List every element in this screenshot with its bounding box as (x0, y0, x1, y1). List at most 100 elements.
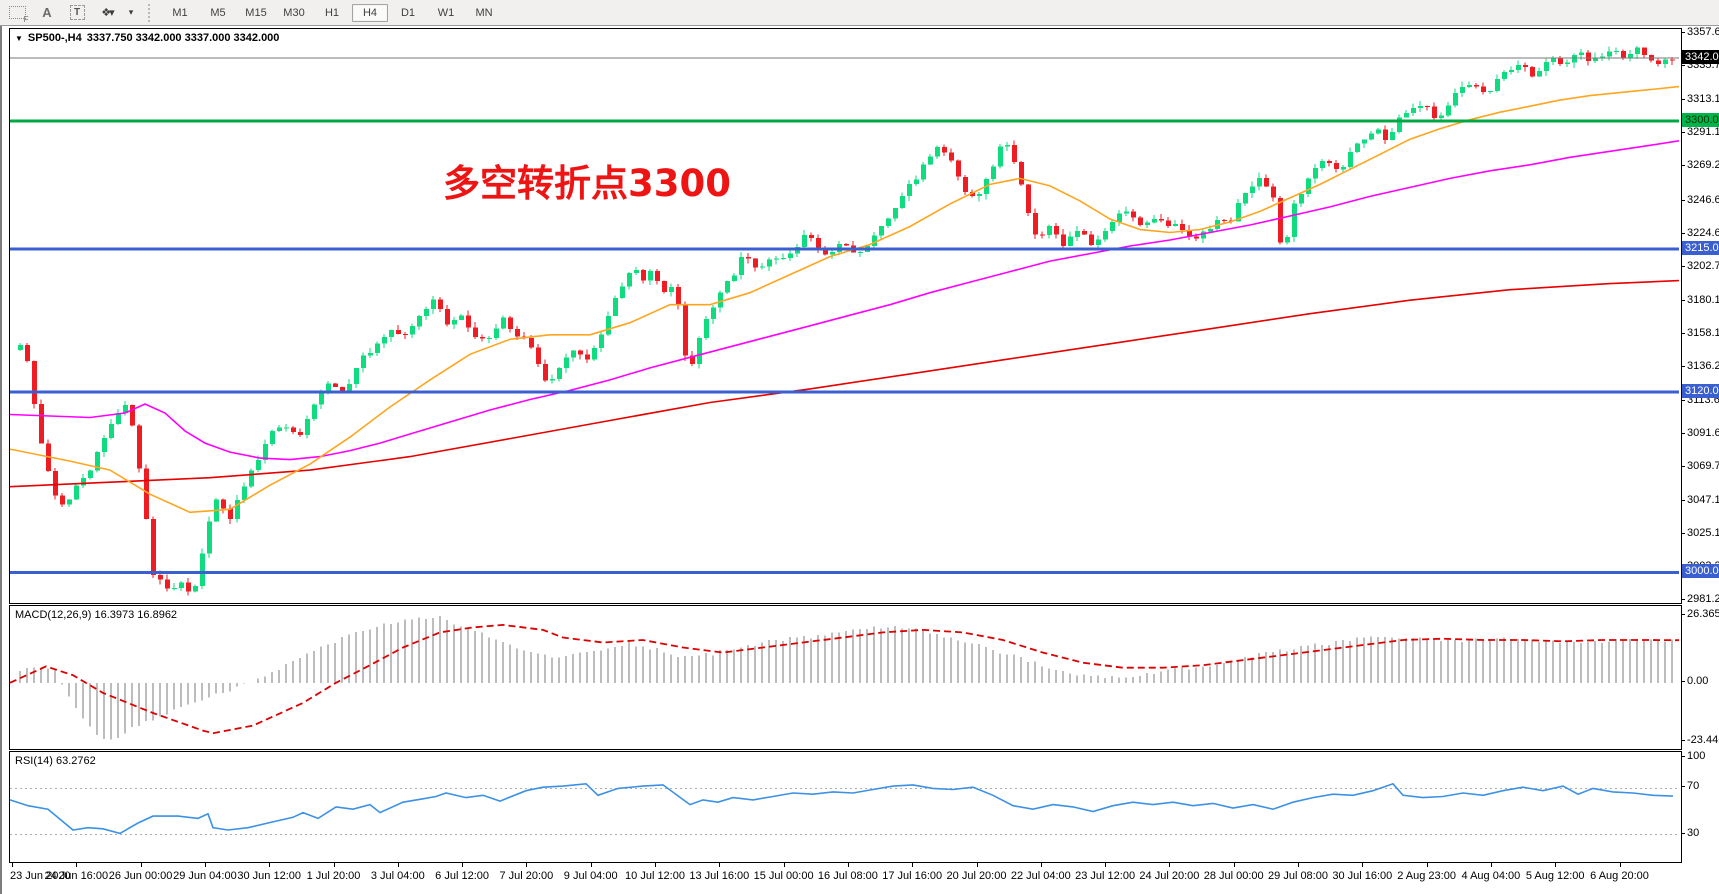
time-axis-tick (397, 863, 399, 867)
rsi-label: RSI(14) 63.2762 (15, 755, 96, 767)
time-axis-tick (140, 863, 142, 867)
time-axis-tick (1555, 863, 1557, 867)
time-axis-label: 24 Jun 16:00 (44, 870, 109, 882)
timeframe-button-h1[interactable]: H1 (324, 6, 340, 19)
time-axis-label: 23 Jul 12:00 (1075, 870, 1136, 882)
rsi-axis-label: 30 (1682, 827, 1699, 840)
price-axis-label: 3047.11 (1682, 494, 1719, 507)
macd-panel[interactable]: MACD(12,26,9) 16.3973 16.8962 (9, 605, 1682, 750)
price-scale[interactable]: 3357.663335.723313.113291.163269.223246.… (1682, 26, 1719, 894)
cursor-arrow-icon[interactable]: A (42, 5, 52, 20)
price-axis-label: 3158.16 (1682, 327, 1719, 340)
time-axis-label: 17 Jul 16:00 (882, 870, 943, 882)
time-axis-tick (1490, 863, 1492, 867)
time-axis-tick (204, 863, 206, 867)
text-label-icon[interactable]: T (64, 3, 90, 23)
timeframe-button-w1[interactable]: W1 (437, 6, 455, 19)
current-price-box: 3342.00 (1682, 50, 1719, 65)
chart-title-ohlc: 3337.750 3342.000 3337.000 3342.000 (86, 32, 280, 44)
symbol-dropdown-icon[interactable]: ▼ (15, 33, 23, 43)
time-axis-tick (847, 863, 849, 867)
time-axis-label: 3 Jul 04:00 (370, 870, 425, 882)
timeframe-button-mn[interactable]: MN (475, 6, 493, 19)
macd-axis-label: -23.4467 (1682, 734, 1719, 747)
time-axis-tick (269, 863, 271, 867)
time-axis-tick (1426, 863, 1428, 867)
price-axis-label: 3025.16 (1682, 527, 1719, 540)
time-axis-label: 26 Jun 00:00 (108, 870, 173, 882)
price-axis-label: 3069.72 (1682, 460, 1719, 473)
time-axis-tick (719, 863, 721, 867)
time-axis-label: 22 Jul 04:00 (1010, 870, 1071, 882)
price-axis-label: 3313.11 (1682, 93, 1719, 106)
price-axis-label: 3357.66 (1682, 26, 1719, 39)
time-axis[interactable]: 23 Jun 2020 24 Jun 16:00 26 Jun 00:00 29 Ju… (9, 863, 1680, 894)
timeframe-button-group: M1 M5 M15 M30 H1 H4 D1 W1 MN (161, 3, 503, 22)
time-axis-tick (1233, 863, 1235, 867)
rsi-panel[interactable]: RSI(14) 63.2762 (9, 751, 1682, 863)
time-axis-tick (1619, 863, 1621, 867)
time-axis-label: 4 Aug 04:00 (1461, 870, 1521, 882)
timeframe-button-m15[interactable]: M15 (245, 6, 267, 19)
price-axis-label: 3246.61 (1682, 194, 1719, 207)
toolbar-separator (148, 3, 157, 22)
macd-axis-label: 26.3655 (1682, 608, 1719, 621)
grid-frame-icon[interactable]: F (4, 3, 30, 24)
timeframe-button-d1[interactable]: D1 (400, 6, 416, 19)
time-axis-tick (976, 863, 978, 867)
timeframe-button-m5[interactable]: M5 (210, 6, 226, 19)
price-axis-label: 3269.22 (1682, 159, 1719, 172)
time-axis-tick (12, 863, 13, 867)
chart-window: ▼ SP500-,H4 3337.750 3342.000 3337.000 3… (0, 26, 1719, 894)
price-axis-label: 3224.66 (1682, 227, 1719, 240)
time-axis-label: 29 Jun 04:00 (173, 870, 237, 882)
time-axis-label: 13 Jul 16:00 (689, 870, 750, 882)
time-axis-label: 28 Jul 00:00 (1203, 870, 1264, 882)
time-axis-label: 5 Aug 12:00 (1525, 870, 1585, 882)
time-axis-label: 2 Aug 23:00 (1397, 870, 1456, 882)
price-axis-label: 3136.22 (1682, 360, 1719, 373)
time-axis-label: 15 Jul 00:00 (753, 870, 814, 882)
time-axis-tick (590, 863, 592, 867)
price-axis-label: 3202.72 (1682, 260, 1719, 273)
time-axis-label: 30 Jun 12:00 (237, 870, 301, 882)
time-axis-tick (1362, 863, 1364, 867)
price-axis-label: 2981.27 (1682, 593, 1719, 606)
toolbar: F A T ❖▾ ▾ M1 M5 M15 M30 H1 H4 D1 W1 MN (0, 0, 1719, 26)
timeframe-button-m1[interactable]: M1 (172, 6, 188, 19)
grid-frame-icon: F (8, 6, 29, 24)
time-axis-label: 30 Jul 16:00 (1332, 870, 1393, 882)
time-axis-tick (783, 863, 785, 867)
time-axis-label: 6 Jul 12:00 (435, 870, 490, 882)
time-axis-label: 7 Jul 20:00 (499, 870, 554, 882)
time-axis-label: 6 Aug 20:00 (1590, 870, 1649, 882)
time-axis-tick (912, 863, 914, 867)
time-axis-tick (1298, 863, 1299, 867)
time-axis-label: 23 Jun 2020 (10, 870, 71, 882)
time-axis-label: 10 Jul 12:00 (625, 870, 685, 882)
rsi-axis-label: 100 (1682, 750, 1705, 763)
chart-title: ▼ SP500-,H4 3337.750 3342.000 3337.000 3… (15, 32, 279, 44)
price-axis-label: 3091.66 (1682, 427, 1719, 440)
macd-axis-label: 0.00 (1682, 675, 1708, 688)
time-axis-label: 29 Jul 08:00 (1268, 870, 1328, 882)
time-axis-tick (462, 863, 464, 867)
main-chart-panel[interactable]: ▼ SP500-,H4 3337.750 3342.000 3337.000 3… (9, 28, 1682, 604)
level-price-box: 3000.00 (1682, 564, 1719, 579)
time-axis-tick (655, 863, 656, 867)
time-axis-tick (333, 863, 335, 867)
time-axis-label: 9 Jul 04:00 (563, 870, 618, 882)
time-axis-tick (1040, 863, 1042, 867)
time-axis-tick (1105, 863, 1107, 867)
timeframe-button-h4[interactable]: H4 (352, 3, 388, 22)
time-axis-label: 20 Jul 20:00 (946, 870, 1007, 882)
time-axis-label: 24 Jul 20:00 (1139, 870, 1200, 882)
annotation-text[interactable]: 多空转折点3300 (443, 162, 731, 205)
dropdown-caret-icon[interactable]: ▾ (128, 7, 134, 17)
time-axis-label: 1 Jul 20:00 (306, 870, 361, 882)
toolbar-icon-group: F A T ❖▾ ▾ (0, 3, 138, 24)
timeframe-button-m30[interactable]: M30 (283, 6, 305, 19)
cycle-arrows-icon[interactable]: ❖▾ (101, 7, 114, 19)
text-label-icon: T (69, 5, 85, 20)
